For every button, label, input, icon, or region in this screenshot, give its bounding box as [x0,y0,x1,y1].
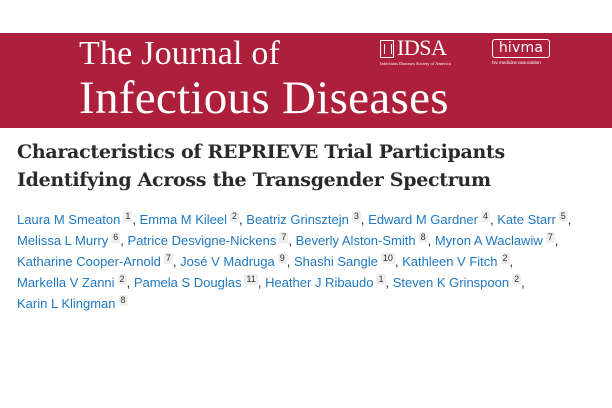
affiliation-badge[interactable]: 7 [545,232,555,243]
author-item: Heather J Ribaudo 1, [265,274,390,290]
author-item: Katharine Cooper-Arnold 7, [17,253,177,269]
journal-banner: The Journal of Infectious Diseases IDSA … [0,33,612,128]
author-link[interactable]: Pamela S Douglas [133,275,242,290]
author-link[interactable]: Beverly Alston-Smith [295,233,416,248]
affiliation-badge[interactable]: 5 [558,211,568,222]
author-item: Beverly Alston-Smith 8, [295,232,432,248]
affiliation-badge[interactable]: 9 [277,253,287,264]
author-link[interactable]: Emma M Kileel [139,212,228,227]
hivma-logo-text: hivma [492,39,550,58]
author-link[interactable]: Patrice Desvigne-Nickens [127,233,277,248]
idsa-logo-text: IDSA [397,35,447,60]
author-item: José V Madruga 9, [180,253,291,269]
author-item: Patrice Desvigne-Nickens 7, [127,232,293,248]
affiliation-badge[interactable]: 2 [117,274,127,285]
author-link[interactable]: Katharine Cooper-Arnold [17,254,161,269]
author-link[interactable]: Kathleen V Fitch [402,254,498,269]
idsa-emblem-icon [380,40,394,58]
author-link[interactable]: Melissa L Murry [17,233,109,248]
idsa-logo-subtitle: Infectious Diseases Society of America [380,61,451,66]
author-link[interactable]: Beatriz Grinsztejn [246,212,349,227]
author-item: Kate Starr 5, [497,211,572,227]
author-item: Markella V Zanni 2, [17,274,131,290]
author-item: Edward M Gardner 4, [368,211,494,227]
author-link[interactable]: José V Madruga [180,254,275,269]
author-item: Beatriz Grinsztejn 3, [246,211,365,227]
affiliation-badge[interactable]: 1 [123,211,133,222]
author-link[interactable]: Heather J Ribaudo [265,275,374,290]
author-item: Kathleen V Fitch 2, [402,253,514,269]
affiliation-badge[interactable]: 7 [279,232,289,243]
affiliation-badge[interactable]: 2 [512,274,522,285]
author-link[interactable]: Edward M Gardner [368,212,478,227]
affiliation-badge[interactable]: 8 [118,295,128,306]
journal-title-line2: Infectious Diseases [79,72,449,124]
affiliation-badge[interactable]: 1 [376,274,386,285]
author-link[interactable]: Kate Starr [497,212,556,227]
author-list: Laura M Smeaton 1, Emma M Kileel 2, Beatri… [17,209,602,314]
author-link[interactable]: Laura M Smeaton [17,212,121,227]
article-title: Characteristics of REPRIEVE Trial Partic… [17,138,597,194]
author-item: Melissa L Murry 6, [17,232,124,248]
hivma-logo-subtitle: hiv medicine association [492,60,541,65]
affiliation-badge[interactable]: 3 [351,211,361,222]
author-item: Steven K Grinspoon 2, [392,274,525,290]
author-link[interactable]: Steven K Grinspoon [392,275,510,290]
author-item: Shashi Sangle 10, [294,253,399,269]
affiliation-badge[interactable]: 7 [163,253,173,264]
article-title-line2: Identifying Across the Transgender Spect… [17,169,491,191]
affiliation-badge[interactable]: 8 [418,232,428,243]
author-link[interactable]: Shashi Sangle [294,254,378,269]
affiliation-badge[interactable]: 10 [380,253,395,264]
affiliation-badge[interactable]: 11 [244,274,258,285]
hivma-logo[interactable]: hivma hiv medicine association [492,39,552,69]
affiliation-badge[interactable]: 2 [500,253,510,264]
affiliation-badge[interactable]: 6 [111,232,121,243]
author-item: Emma M Kileel 2, [139,211,243,227]
idsa-logo[interactable]: IDSA Infectious Diseases Society of Amer… [380,35,485,68]
author-item: Pamela S Douglas 11, [133,274,262,290]
author-item: Laura M Smeaton 1, [17,211,136,227]
affiliation-badge[interactable]: 4 [480,211,490,222]
affiliation-badge[interactable]: 2 [230,211,240,222]
author-link[interactable]: Myron A Waclawiw [434,233,543,248]
journal-title-line1: The Journal of [79,35,281,72]
author-item: Karin L Klingman 8 [17,295,128,311]
author-item: Myron A Waclawiw 7, [434,232,559,248]
article-title-line1: Characteristics of REPRIEVE Trial Partic… [17,141,505,163]
author-link[interactable]: Karin L Klingman [17,296,116,311]
author-link[interactable]: Markella V Zanni [17,275,115,290]
